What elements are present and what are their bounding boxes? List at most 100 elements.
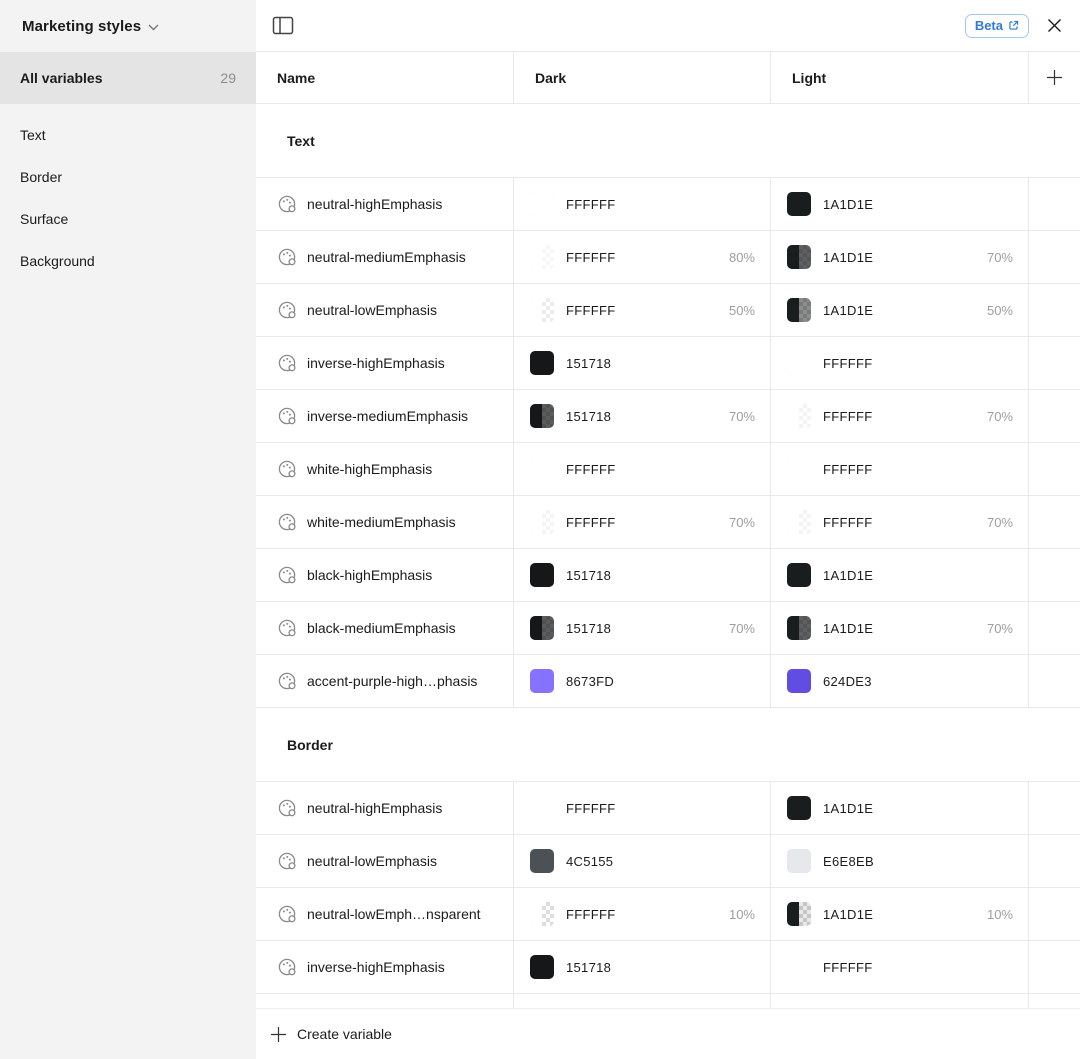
variable-row[interactable]: black-highEmphasis 151718 1A1D1E [256,548,1080,601]
light-value-cell[interactable]: E6E8EB [770,835,1028,887]
sidebar-item-border[interactable]: Border [20,169,63,185]
dark-value-cell[interactable]: FFFFFF [513,443,770,495]
dark-value-cell[interactable]: FFFFFF 50% [513,284,770,336]
color-swatch[interactable] [530,955,554,979]
color-swatch[interactable] [530,669,554,693]
dark-value-cell[interactable]: 151718 [513,549,770,601]
color-swatch[interactable] [787,955,811,979]
light-value-cell[interactable]: 1A1D1E [770,782,1028,834]
color-swatch[interactable] [787,192,811,216]
hex-value: E6E8EB [823,853,874,869]
toggle-sidebar-icon[interactable] [272,16,294,35]
variable-row[interactable]: neutral-lowEmphasis FFFFFF 50% 1A1D1E 50… [256,283,1080,336]
color-swatch[interactable] [787,796,811,820]
color-swatch[interactable] [530,457,554,481]
dark-value-cell[interactable]: 151718 70% [513,602,770,654]
color-swatch[interactable] [787,669,811,693]
color-swatch[interactable] [530,510,554,534]
collection-switcher[interactable]: Marketing styles [0,0,256,52]
dark-value-cell[interactable]: 151718 70% [513,390,770,442]
create-variable-button[interactable]: Create variable [256,1008,1080,1059]
color-swatch[interactable] [787,298,811,322]
color-swatch[interactable] [787,616,811,640]
variable-row[interactable]: neutral-lowEmph…nsparent FFFFFF 10% 1A1D… [256,887,1080,940]
color-swatch[interactable] [787,510,811,534]
color-swatch[interactable] [787,563,811,587]
variable-name-cell[interactable]: neutral-highEmphasis [256,178,513,230]
variable-name-cell[interactable]: black-highEmphasis [256,549,513,601]
variable-name-cell[interactable]: neutral-lowEmphasis [256,835,513,887]
dark-value-cell[interactable]: FFFFFF [513,178,770,230]
dark-value-cell[interactable]: 4C5155 [513,835,770,887]
color-swatch[interactable] [530,796,554,820]
light-value-cell[interactable]: FFFFFF 70% [770,496,1028,548]
variable-row[interactable]: white-mediumEmphasis FFFFFF 70% FFFFFF 7… [256,495,1080,548]
light-value-cell[interactable]: FFFFFF 70% [770,390,1028,442]
color-swatch[interactable] [530,404,554,428]
hex-value: FFFFFF [566,514,616,530]
light-value-cell[interactable]: 1A1D1E 70% [770,231,1028,283]
color-swatch[interactable] [787,457,811,481]
color-swatch[interactable] [530,849,554,873]
color-swatch[interactable] [530,192,554,216]
sidebar-group-list: Text Border Surface Background [0,104,256,282]
variable-row[interactable]: neutral-highEmphasis FFFFFF 1A1D1E [256,177,1080,230]
light-value-cell[interactable]: 1A1D1E 10% [770,888,1028,940]
light-value-cell[interactable]: 1A1D1E 50% [770,284,1028,336]
color-swatch[interactable] [530,902,554,926]
variable-row[interactable]: accent-purple-high…phasis 8673FD 624DE3 [256,654,1080,707]
variable-name-cell[interactable]: inverse-highEmphasis [256,941,513,993]
color-swatch[interactable] [530,616,554,640]
variable-name-cell[interactable]: neutral-mediumEmphasis [256,231,513,283]
variable-name-cell[interactable]: white-highEmphasis [256,443,513,495]
variable-row[interactable]: inverse-highEmphasis 151718 FFFFFF [256,940,1080,993]
light-value-cell[interactable]: 1A1D1E [770,549,1028,601]
light-value-cell[interactable]: 1A1D1E [770,178,1028,230]
variable-row[interactable]: neutral-highEmphasis FFFFFF 1A1D1E [256,781,1080,834]
light-value-cell[interactable]: FFFFFF [770,941,1028,993]
dark-value-cell[interactable]: FFFFFF 10% [513,888,770,940]
variable-name-cell[interactable]: inverse-mediumEmphasis [256,390,513,442]
sidebar-item-text[interactable]: Text [20,127,46,143]
dark-value-cell[interactable]: FFFFFF 80% [513,231,770,283]
light-value-cell[interactable]: FFFFFF [770,337,1028,389]
variable-row[interactable]: neutral-mediumEmphasis FFFFFF 80% 1A1D1E… [256,230,1080,283]
dark-value-cell[interactable]: FFFFFF [513,782,770,834]
dark-value-cell[interactable]: 151718 [513,337,770,389]
variable-row[interactable]: black-mediumEmphasis 151718 70% 1A1D1E 7… [256,601,1080,654]
variable-name-cell[interactable]: black-mediumEmphasis [256,602,513,654]
color-swatch[interactable] [787,404,811,428]
main-topbar: Beta [256,0,1080,52]
color-swatch[interactable] [787,849,811,873]
color-swatch[interactable] [530,245,554,269]
variable-name-cell[interactable]: white-mediumEmphasis [256,496,513,548]
variable-row[interactable]: inverse-mediumEmphasis 151718 70% FFFFFF… [256,389,1080,442]
color-swatch[interactable] [787,902,811,926]
light-value-cell[interactable]: FFFFFF [770,443,1028,495]
hex-value: 4C5155 [566,853,614,869]
variable-name-cell[interactable]: accent-purple-high…phasis [256,655,513,707]
sidebar-item-background[interactable]: Background [20,253,95,269]
color-swatch[interactable] [530,563,554,587]
add-mode-button[interactable] [1028,52,1080,103]
light-value-cell[interactable]: 1A1D1E 70% [770,602,1028,654]
color-swatch[interactable] [787,245,811,269]
sidebar-item-all-variables[interactable]: All variables 29 [0,52,256,104]
variable-name-cell[interactable]: neutral-highEmphasis [256,782,513,834]
close-icon[interactable] [1045,16,1064,35]
variable-name-cell[interactable]: inverse-highEmphasis [256,337,513,389]
dark-value-cell[interactable]: FFFFFF 70% [513,496,770,548]
light-value-cell[interactable]: 624DE3 [770,655,1028,707]
color-swatch[interactable] [530,298,554,322]
sidebar-item-surface[interactable]: Surface [20,211,69,227]
color-swatch[interactable] [530,351,554,375]
variable-row[interactable]: neutral-lowEmphasis 4C5155 E6E8EB [256,834,1080,887]
color-swatch[interactable] [787,351,811,375]
variable-name-cell[interactable]: neutral-lowEmph…nsparent [256,888,513,940]
dark-value-cell[interactable]: 8673FD [513,655,770,707]
beta-badge[interactable]: Beta [964,13,1029,38]
variable-name-cell[interactable]: neutral-lowEmphasis [256,284,513,336]
variable-row[interactable]: inverse-highEmphasis 151718 FFFFFF [256,336,1080,389]
variable-row[interactable]: white-highEmphasis FFFFFF FFFFFF [256,442,1080,495]
dark-value-cell[interactable]: 151718 [513,941,770,993]
